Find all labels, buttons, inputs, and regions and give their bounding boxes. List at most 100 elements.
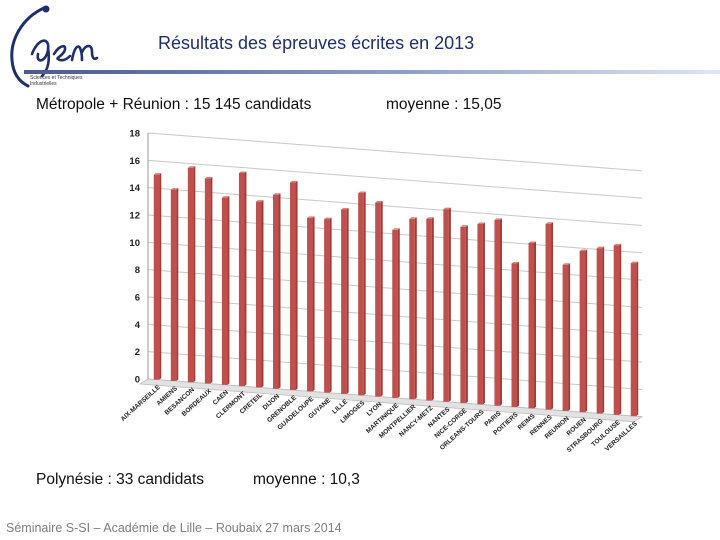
bar-top (494, 218, 502, 220)
bar-top (477, 222, 485, 225)
bar-front (511, 263, 517, 408)
bar (375, 201, 383, 397)
bar (290, 180, 298, 391)
bar-side (602, 246, 605, 414)
bar (204, 177, 213, 384)
bar (562, 263, 571, 411)
bar-top (341, 207, 349, 210)
bar (273, 193, 281, 389)
y-tick-label: 0 (135, 375, 140, 386)
bar (494, 218, 502, 406)
bar-top (426, 217, 434, 219)
bar-top (392, 228, 400, 230)
bar (545, 222, 554, 410)
bar-top (460, 225, 468, 227)
bar-top (375, 201, 383, 203)
bar-top (528, 241, 537, 243)
bar-side (516, 262, 519, 408)
bar-top (170, 188, 179, 190)
x-tick-label: VERSAILLES (604, 420, 640, 453)
bar-side (585, 249, 588, 413)
bar-front (324, 219, 330, 393)
bar-front (392, 229, 398, 398)
bar-front (170, 189, 177, 381)
bar-side (499, 218, 502, 406)
bar (358, 191, 366, 396)
bar-front (494, 219, 500, 406)
bar-front (545, 223, 552, 410)
bar-side (329, 217, 332, 393)
results-bar-chart: 024681012141618AIX-MARSEILLEAMIENSBESANC… (120, 129, 644, 454)
bar-front (579, 250, 586, 413)
bar-side (295, 180, 298, 391)
bar-front (221, 197, 228, 385)
bar-front (630, 263, 637, 417)
header-divider (24, 70, 720, 74)
logo-subtitle: Sciences et Techniques Industrielles (30, 75, 82, 87)
bar-side (193, 166, 196, 383)
bar-side (380, 201, 383, 397)
y-tick-label: 14 (129, 183, 140, 194)
footer-text: Séminaire S-SI – Académie de Lille – Rou… (6, 521, 342, 535)
bar (392, 228, 400, 398)
y-tick-label: 2 (135, 347, 140, 358)
bar-side (568, 263, 571, 411)
metropole-mean: moyenne : 15,05 (386, 96, 502, 113)
y-tick-label: 10 (129, 238, 140, 249)
bar-front (341, 209, 347, 394)
bar-side (551, 222, 554, 410)
bar-top (630, 261, 639, 264)
bar-side (619, 243, 622, 415)
bar-top (324, 217, 332, 220)
bar (324, 217, 332, 393)
bar-front (460, 226, 466, 404)
gridline (147, 132, 643, 172)
bar-top (255, 200, 264, 202)
bar (426, 217, 434, 401)
bar-side (210, 177, 213, 384)
gridline (147, 159, 643, 199)
bar (341, 207, 349, 394)
bar-top (562, 263, 571, 265)
y-tick-label: 4 (135, 320, 141, 331)
bar-top (511, 262, 519, 264)
bar (170, 188, 179, 381)
bar-front (562, 264, 569, 411)
bar-side (176, 188, 179, 381)
bar (409, 217, 417, 400)
logo-subtitle-line: Sciences et Techniques (30, 75, 83, 81)
page-title: Résultats des épreuves écrites en 2013 (158, 33, 475, 53)
bar-top (273, 193, 281, 195)
bar-side (465, 225, 468, 404)
bar-front (596, 248, 603, 414)
metropole-candidates: Métropole + Réunion : 15 145 candidats (36, 96, 312, 113)
bar-side (227, 196, 230, 385)
bar-side (414, 217, 417, 400)
logo-subtitle-line: Industrielles (30, 81, 57, 87)
bar-top (443, 207, 451, 210)
y-tick-label: 6 (135, 293, 140, 304)
bar-front (290, 182, 296, 391)
y-tick-label: 16 (129, 156, 140, 167)
bar (511, 262, 519, 408)
bar (221, 196, 230, 385)
bar-top (613, 243, 622, 246)
bar (596, 246, 605, 414)
bar-front (307, 217, 313, 392)
bar-side (636, 261, 639, 417)
bar (153, 173, 162, 380)
bar-front (238, 172, 245, 387)
bar (307, 216, 315, 392)
bar-top (204, 177, 213, 179)
polynesie-candidates: Polynésie : 33 candidats (36, 471, 205, 488)
bar-front (409, 218, 415, 400)
y-tick-label: 12 (129, 211, 140, 222)
bar-front (153, 174, 160, 380)
bar (238, 171, 247, 387)
bar-side (159, 173, 162, 380)
bar-side (448, 207, 451, 402)
bar-top (409, 217, 417, 219)
bar-top (596, 246, 605, 249)
bar (477, 222, 485, 405)
bar-top (290, 180, 298, 183)
